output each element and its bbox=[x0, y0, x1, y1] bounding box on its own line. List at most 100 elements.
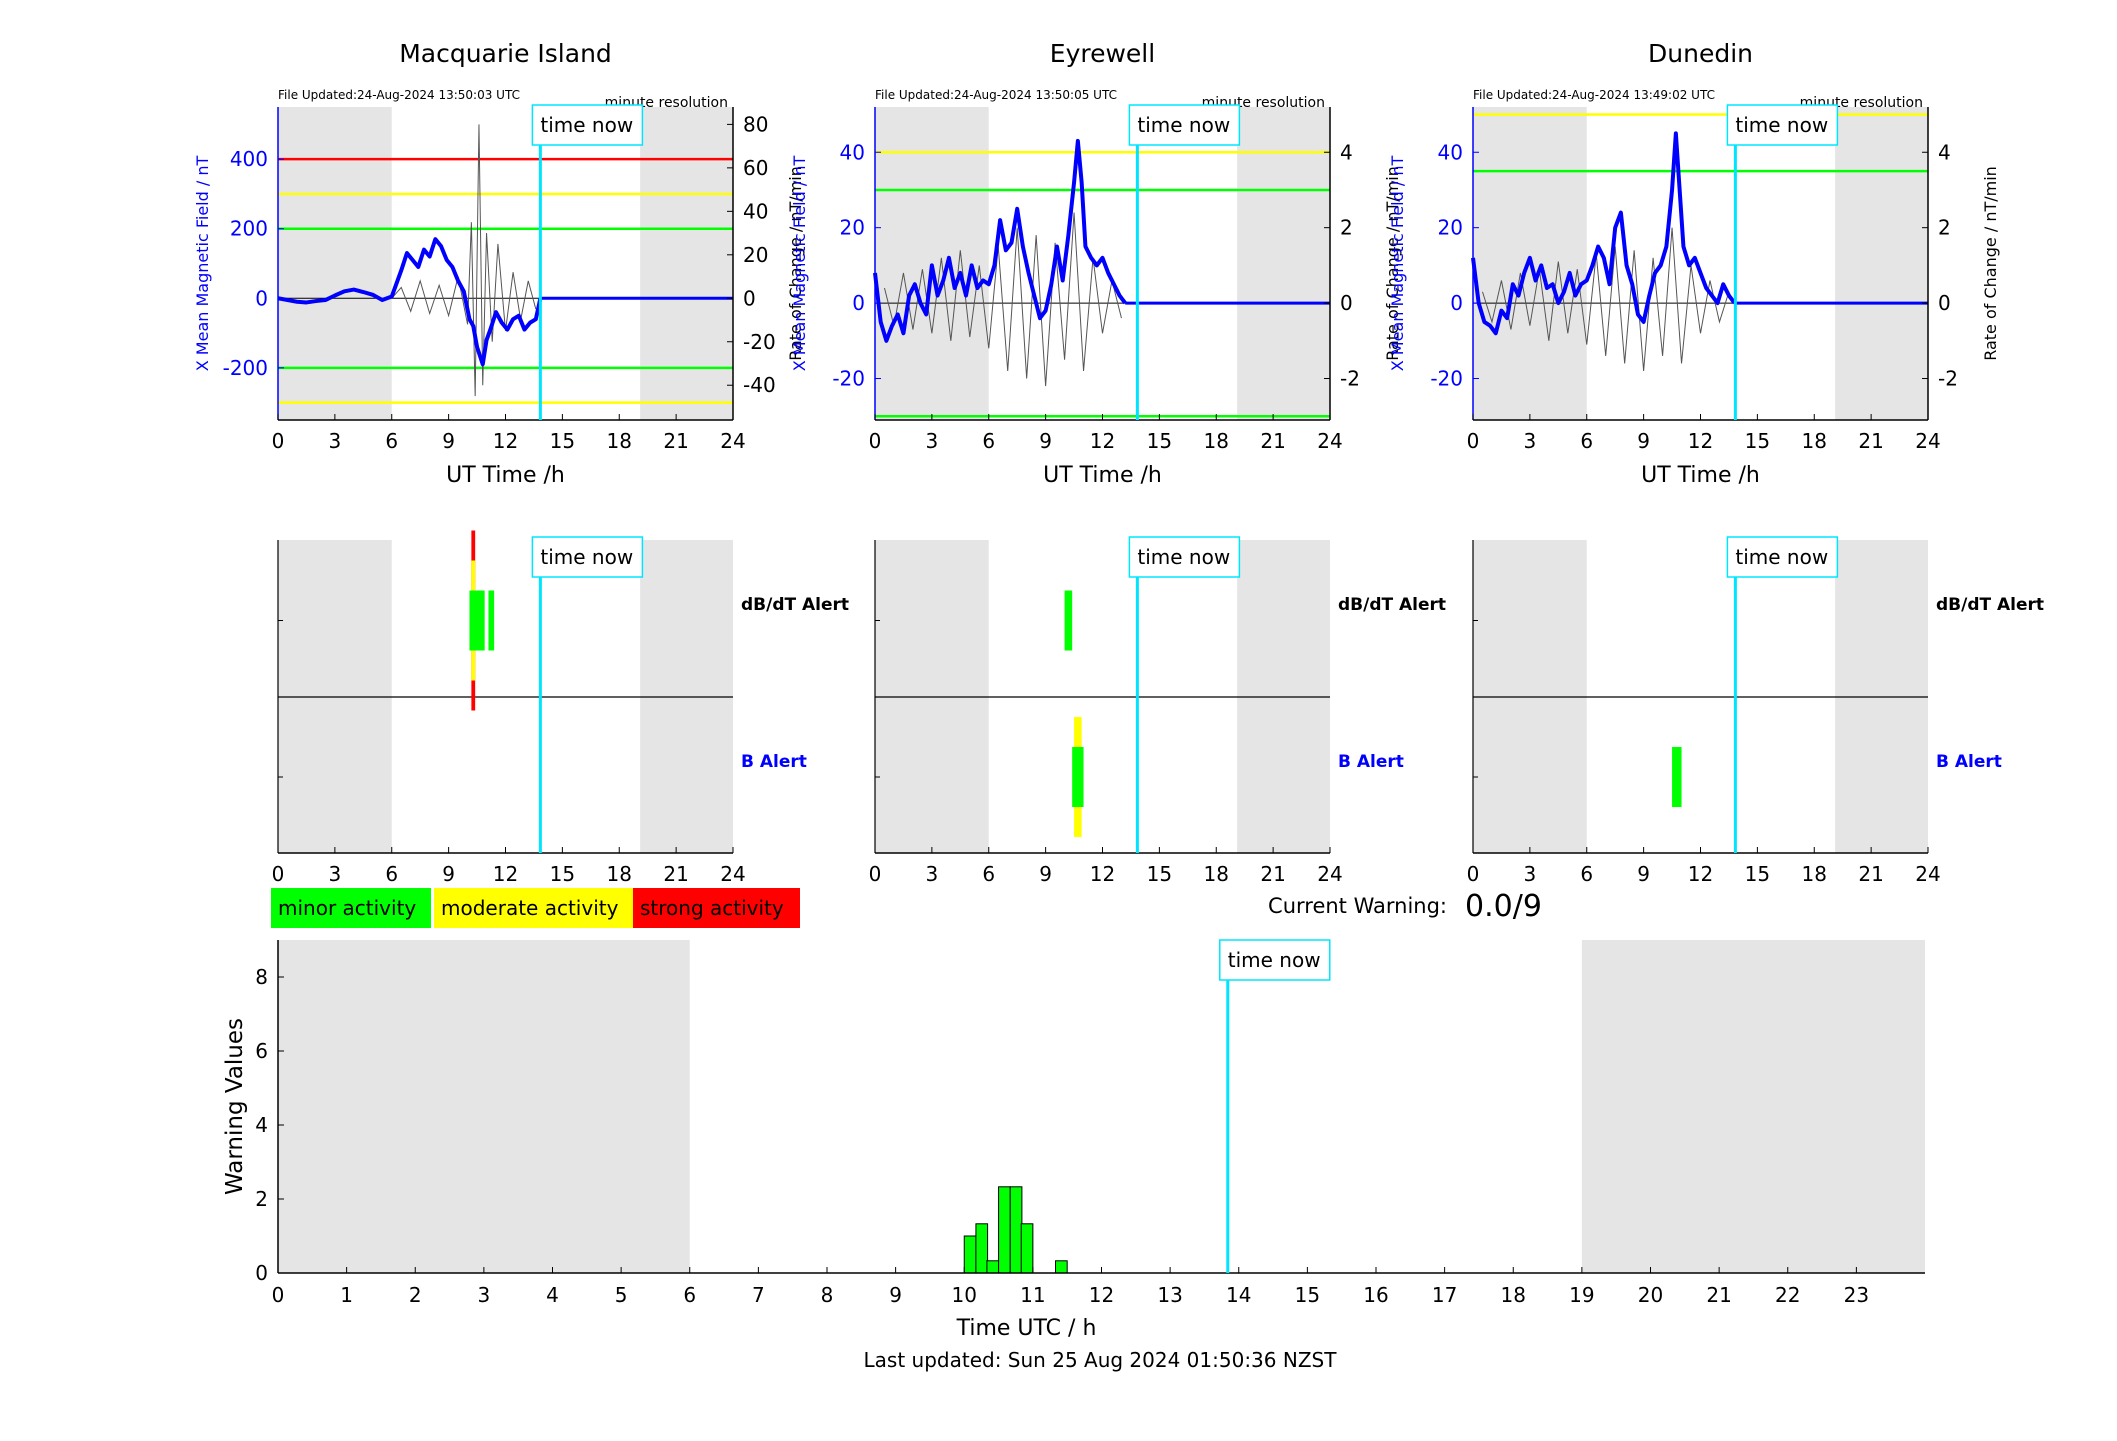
warning-x-tick-label: 11 bbox=[1020, 1283, 1045, 1307]
x-tick-label: 3 bbox=[329, 429, 342, 453]
warning-bar bbox=[998, 1186, 1011, 1274]
warning-y-tick-label: 6 bbox=[255, 1039, 268, 1063]
activity-legend: minor activity moderate activity strong ac… bbox=[271, 888, 800, 928]
alert-time-now-box bbox=[1128, 536, 1241, 578]
right-tick-label: 2 bbox=[1938, 216, 1951, 240]
x-tick-label: 21 bbox=[663, 429, 688, 453]
dbdt-alert-label: dB/dT Alert bbox=[741, 595, 849, 615]
alert-x-tick-label: 21 bbox=[663, 862, 688, 886]
alert-x-tick-label: 15 bbox=[550, 862, 575, 886]
warning-bar bbox=[975, 1223, 989, 1274]
warning-x-tick-label: 10 bbox=[952, 1283, 977, 1307]
x-tick-label: 15 bbox=[1745, 429, 1770, 453]
legend-moderate-swatch bbox=[434, 888, 633, 928]
warning-time-now-label: time now bbox=[1228, 948, 1321, 972]
warning-x-tick-label: 21 bbox=[1706, 1283, 1731, 1307]
left-tick-label: 0 bbox=[852, 291, 865, 315]
legend-strong-label: strong activity bbox=[640, 896, 784, 920]
right-tick-label: 4 bbox=[1938, 140, 1951, 164]
alert-x-tick-label: 3 bbox=[926, 862, 939, 886]
warning-bar bbox=[963, 1235, 977, 1274]
x-tick-label: 6 bbox=[1580, 429, 1593, 453]
x-tick-label: 21 bbox=[1260, 429, 1285, 453]
alert-x-tick-label: 9 bbox=[1039, 862, 1052, 886]
warning-x-tick-label: 5 bbox=[615, 1283, 628, 1307]
x-tick-label: 12 bbox=[1688, 429, 1713, 453]
left-tick-label: 200 bbox=[230, 217, 268, 241]
dbdt-alert-bar bbox=[469, 590, 485, 651]
warning-x-tick-label: 13 bbox=[1157, 1283, 1182, 1307]
b-alert-bar bbox=[1072, 747, 1084, 807]
warning-x-tick-label: 1 bbox=[340, 1283, 353, 1307]
warning-x-tick-label: 4 bbox=[546, 1283, 559, 1307]
b-alert-label: B Alert bbox=[1936, 752, 2002, 772]
time-now-label: time now bbox=[1137, 113, 1230, 137]
current-warning-label: Current Warning: bbox=[1268, 894, 1447, 918]
x-tick-label: 0 bbox=[869, 429, 882, 453]
right-tick-label: 4 bbox=[1340, 140, 1353, 164]
y-axis-label-left: X Mean Magnetic Field / nT bbox=[193, 156, 212, 372]
alert-time-now-label: time now bbox=[1735, 545, 1828, 569]
night-shade bbox=[640, 107, 733, 420]
right-tick-label: -40 bbox=[743, 373, 776, 397]
dbdt-alert-label: dB/dT Alert bbox=[1936, 595, 2044, 615]
x-tick-label: 24 bbox=[720, 429, 745, 453]
alert-time-now-box bbox=[531, 536, 644, 578]
warning-night-shade bbox=[1581, 940, 1925, 1273]
alert-x-tick-label: 12 bbox=[493, 862, 518, 886]
warning-y-tick-label: 8 bbox=[255, 965, 268, 989]
warning-x-tick-label: 19 bbox=[1569, 1283, 1594, 1307]
alert-x-tick-label: 24 bbox=[720, 862, 745, 886]
rate-of-change-trace bbox=[391, 124, 537, 397]
alert-x-tick-label: 6 bbox=[982, 862, 995, 886]
warning-x-tick-label: 20 bbox=[1638, 1283, 1663, 1307]
x-tick-label: 3 bbox=[926, 429, 939, 453]
warning-bar bbox=[1020, 1223, 1034, 1274]
x-tick-label: 3 bbox=[1524, 429, 1537, 453]
warning-x-tick-label: 7 bbox=[752, 1283, 765, 1307]
left-tick-label: 0 bbox=[1450, 291, 1463, 315]
b-alert-label: B Alert bbox=[1338, 752, 1404, 772]
x-tick-label: 24 bbox=[1317, 429, 1342, 453]
alert-x-tick-label: 9 bbox=[442, 862, 455, 886]
alert-panel-1: dB/dT Alert B Alert 0 3 6 9 12 15 18 21 24 time now bbox=[869, 536, 1446, 886]
x-tick-label: 12 bbox=[1090, 429, 1115, 453]
alert-time-now-box bbox=[1726, 536, 1839, 578]
dbdt-alert-bar bbox=[1064, 590, 1073, 651]
dbdt-alert-bar bbox=[488, 590, 495, 651]
warning-y-tick-label: 2 bbox=[255, 1187, 268, 1211]
x-tick-label: 9 bbox=[442, 429, 455, 453]
warning-bar bbox=[986, 1260, 1000, 1274]
warning-x-tick-label: 6 bbox=[683, 1283, 696, 1307]
alert-x-tick-label: 6 bbox=[1580, 862, 1593, 886]
alert-x-tick-label: 15 bbox=[1147, 862, 1172, 886]
rate-of-change-trace bbox=[883, 212, 1122, 387]
right-tick-label: 20 bbox=[743, 243, 768, 267]
alert-time-now-label: time now bbox=[1137, 545, 1230, 569]
night-shade bbox=[1237, 107, 1330, 420]
x-tick-label: 6 bbox=[385, 429, 398, 453]
y-axis-label-right: Rate of Change / nT/min bbox=[1981, 166, 2000, 361]
warning-x-tick-label: 2 bbox=[409, 1283, 422, 1307]
right-tick-label: 0 bbox=[743, 286, 756, 310]
station-title: Macquarie Island bbox=[399, 39, 612, 68]
left-tick-label: 20 bbox=[1438, 216, 1463, 240]
rate-of-change-trace bbox=[1482, 227, 1730, 372]
b-alert-bar bbox=[1672, 747, 1682, 807]
time-now-label: time now bbox=[1735, 113, 1828, 137]
legend-minor-label: minor activity bbox=[278, 896, 416, 920]
x-tick-label: 18 bbox=[1204, 429, 1229, 453]
alert-x-tick-label: 0 bbox=[272, 862, 285, 886]
alert-x-tick-label: 21 bbox=[1858, 862, 1883, 886]
station-panel-0: Macquarie Island-2000200400-40-200204060… bbox=[193, 39, 805, 488]
alert-panel-2: dB/dT Alert B Alert 0 3 6 9 12 15 18 21 24 time now bbox=[1467, 536, 2044, 886]
legend-strong-swatch bbox=[633, 888, 800, 928]
right-tick-label: -2 bbox=[1340, 367, 1360, 391]
right-tick-label: 0 bbox=[1340, 291, 1353, 315]
b-alert-label: B Alert bbox=[741, 752, 807, 772]
alert-panel-0: dB/dT Alert B Alert 0 3 6 9 12 15 18 21 24 time now bbox=[272, 530, 849, 886]
mean-field-trace bbox=[277, 237, 543, 367]
y-axis-label-right: Rate of Change / nT/min bbox=[786, 166, 805, 361]
alert-x-tick-label: 18 bbox=[1802, 862, 1827, 886]
